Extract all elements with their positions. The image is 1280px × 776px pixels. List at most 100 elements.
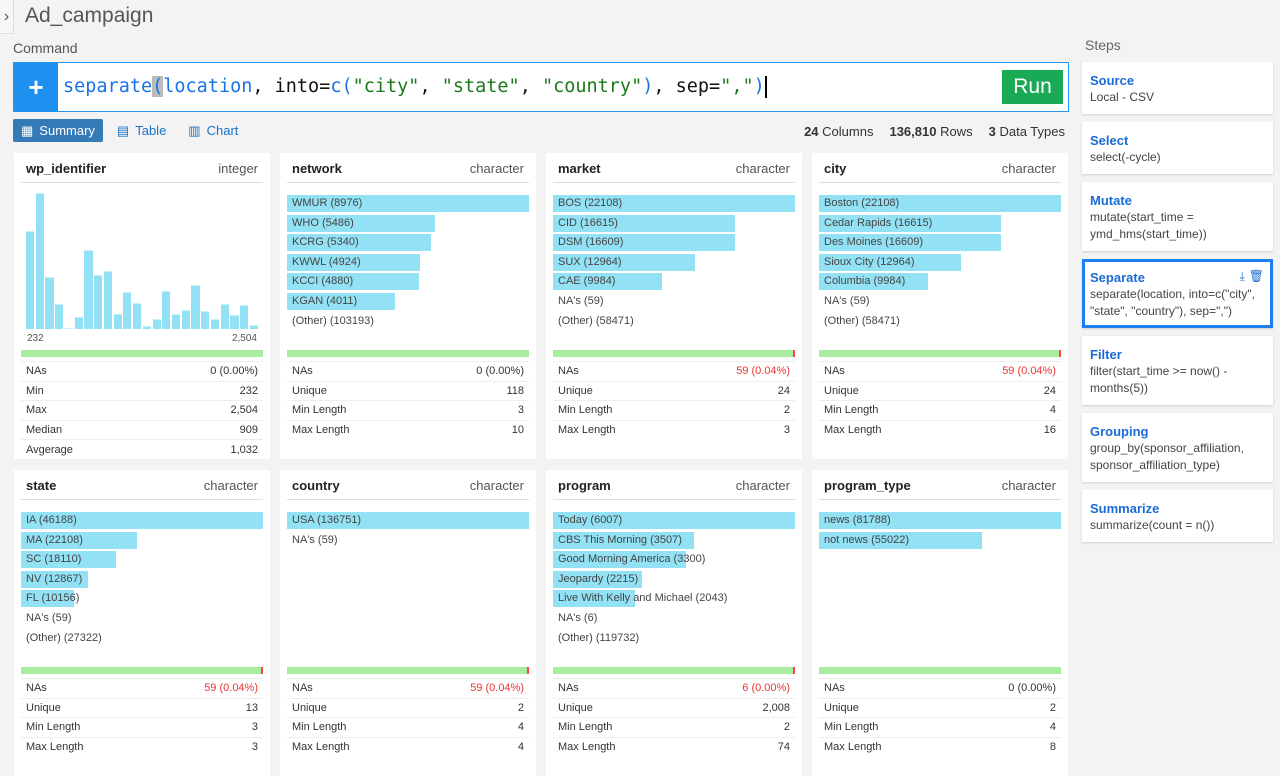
- value-label: USA (136751): [292, 514, 362, 526]
- value-item[interactable]: (Other) (27322): [21, 630, 263, 650]
- trash-icon[interactable]: 🗑: [1248, 269, 1264, 283]
- histogram-bar[interactable]: [45, 276, 54, 329]
- column-card[interactable]: state character IA (46188) MA (22108) SC (18…: [14, 470, 270, 776]
- value-item[interactable]: KCCI (4880): [287, 273, 529, 293]
- histogram-bar[interactable]: [64, 328, 74, 329]
- value-item[interactable]: KWWL (4924): [287, 253, 529, 274]
- command-input[interactable]: + separate(location, into=c("city", "sta…: [13, 62, 1069, 112]
- value-item[interactable]: WMUR (8976): [287, 195, 529, 215]
- na-indicator: [261, 667, 263, 674]
- value-item[interactable]: (Other) (119732): [553, 630, 795, 650]
- column-card[interactable]: country character USA (136751) NA's (59) NAs…: [280, 470, 536, 776]
- histogram-bar[interactable]: [230, 314, 239, 329]
- value-item[interactable]: CID (16615): [553, 214, 795, 235]
- histogram-bar[interactable]: [142, 325, 151, 329]
- value-item[interactable]: MA (22108): [21, 531, 263, 552]
- value-item[interactable]: SC (18110): [21, 551, 263, 571]
- histogram-bar[interactable]: [249, 324, 259, 329]
- value-item[interactable]: FL (10156): [21, 590, 263, 610]
- value-item[interactable]: KCRG (5340): [287, 234, 529, 254]
- column-name: city: [824, 161, 847, 176]
- value-item[interactable]: CBS This Morning (3507): [553, 531, 795, 552]
- value-item[interactable]: news (81788): [819, 512, 1061, 532]
- value-item[interactable]: Good Morning America (3300): [553, 551, 795, 571]
- value-item[interactable]: SUX (12964): [553, 253, 795, 274]
- value-item[interactable]: Sioux City (12964): [819, 253, 1061, 274]
- value-item[interactable]: IA (46188): [21, 512, 263, 532]
- value-item[interactable]: Boston (22108): [819, 195, 1061, 215]
- add-plus-icon[interactable]: +: [14, 63, 58, 111]
- value-bar: [819, 253, 961, 271]
- histogram-bar[interactable]: [181, 309, 190, 329]
- step-title: Separate: [1090, 270, 1145, 285]
- step-source[interactable]: Source Local - CSV: [1082, 62, 1273, 114]
- download-icon[interactable]: ⤓: [1239, 269, 1245, 283]
- value-item[interactable]: NA's (6): [553, 610, 795, 630]
- value-item[interactable]: NA's (59): [819, 293, 1061, 313]
- step-grouping[interactable]: Grouping group_by(sponsor_affiliation, sp…: [1082, 413, 1273, 482]
- histogram-bar[interactable]: [133, 302, 142, 329]
- value-item[interactable]: DSM (16609): [553, 234, 795, 254]
- column-card[interactable]: program_type character news (81788) not new…: [812, 470, 1068, 776]
- data-types-count: 3 Data Types: [988, 124, 1065, 139]
- value-item[interactable]: WHO (5486): [287, 214, 529, 235]
- value-item[interactable]: KGAN (4011): [287, 292, 529, 313]
- histogram-bar[interactable]: [84, 250, 93, 329]
- value-item[interactable]: (Other) (103193): [287, 313, 529, 333]
- histogram-bar[interactable]: [26, 231, 35, 329]
- histogram-bar[interactable]: [55, 303, 64, 329]
- column-name: state: [26, 478, 57, 493]
- value-item[interactable]: Columbia (9984): [819, 273, 1061, 293]
- step-mutate[interactable]: Mutate mutate(start_time = ymd_hms(start_…: [1082, 182, 1273, 251]
- step-select[interactable]: Select select(-cycle): [1082, 122, 1273, 174]
- tab-chart[interactable]: ▥ Chart: [180, 119, 246, 142]
- histogram-bar[interactable]: [113, 313, 122, 329]
- tab-summary[interactable]: ▦ Summary: [13, 119, 103, 142]
- value-item[interactable]: BOS (22108): [553, 195, 795, 215]
- run-button[interactable]: Run: [1002, 70, 1063, 104]
- value-item[interactable]: USA (136751): [287, 512, 529, 532]
- histogram-bar[interactable]: [172, 313, 181, 329]
- value-item[interactable]: NA's (59): [553, 293, 795, 313]
- histogram-bar[interactable]: [240, 304, 249, 329]
- step-separate[interactable]: Separate separate(location, into=c("city"…: [1082, 259, 1273, 328]
- step-filter[interactable]: Filter filter(start_time >= now() - month…: [1082, 336, 1273, 405]
- tab-table[interactable]: ▤ Table: [109, 119, 174, 142]
- histogram-bar[interactable]: [210, 318, 220, 329]
- value-item[interactable]: CAE (9984): [553, 273, 795, 293]
- value-item[interactable]: Jeopardy (2215): [553, 570, 795, 591]
- value-item[interactable]: Live With Kelly and Michael (2043): [553, 590, 795, 610]
- value-item[interactable]: not news (55022): [819, 531, 1061, 552]
- card-header: program character: [553, 470, 795, 500]
- histogram-bar[interactable]: [94, 274, 103, 329]
- histogram-bar[interactable]: [123, 291, 132, 329]
- histogram-bar[interactable]: [103, 270, 113, 329]
- value-item[interactable]: NV (12867): [21, 570, 263, 591]
- histogram-bar[interactable]: [74, 316, 83, 329]
- histogram-bar[interactable]: [191, 284, 200, 329]
- stat-value: 6 (0.00%): [742, 682, 790, 695]
- column-card[interactable]: market character BOS (22108) CID (16615) DSM…: [546, 153, 802, 459]
- step-summarize[interactable]: Summarize summarize(count = n()): [1082, 490, 1273, 542]
- histogram-bar[interactable]: [162, 290, 171, 329]
- column-card[interactable]: wp_identifier integer 232 2,504 NAs 0 (0.00%)…: [14, 153, 270, 459]
- value-item[interactable]: NA's (59): [287, 532, 529, 552]
- value-item[interactable]: (Other) (58471): [819, 313, 1061, 333]
- value-item[interactable]: NA's (59): [21, 610, 263, 630]
- command-text[interactable]: separate(location, into=c("city", "state…: [63, 76, 1002, 98]
- value-item[interactable]: Des Moines (16609): [819, 234, 1061, 254]
- column-card[interactable]: program character Today (6007) CBS This Mor…: [546, 470, 802, 776]
- stat-value: 2,008: [762, 701, 790, 714]
- histogram-bar[interactable]: [35, 193, 44, 329]
- na-quality-bar: [819, 350, 1061, 357]
- value-item[interactable]: Cedar Rapids (16615): [819, 214, 1061, 235]
- histogram-bar[interactable]: [152, 318, 161, 329]
- histogram-bar[interactable]: [220, 303, 229, 329]
- step-title: Filter: [1090, 347, 1122, 362]
- value-item[interactable]: (Other) (58471): [553, 313, 795, 333]
- column-card[interactable]: city character Boston (22108) Cedar Rapids …: [812, 153, 1068, 459]
- value-item[interactable]: Today (6007): [553, 512, 795, 532]
- column-card[interactable]: network character WMUR (8976) WHO (5486) KCR…: [280, 153, 536, 459]
- sidebar-toggle-chevron-icon[interactable]: ›: [0, 0, 14, 34]
- histogram-bar[interactable]: [201, 310, 210, 329]
